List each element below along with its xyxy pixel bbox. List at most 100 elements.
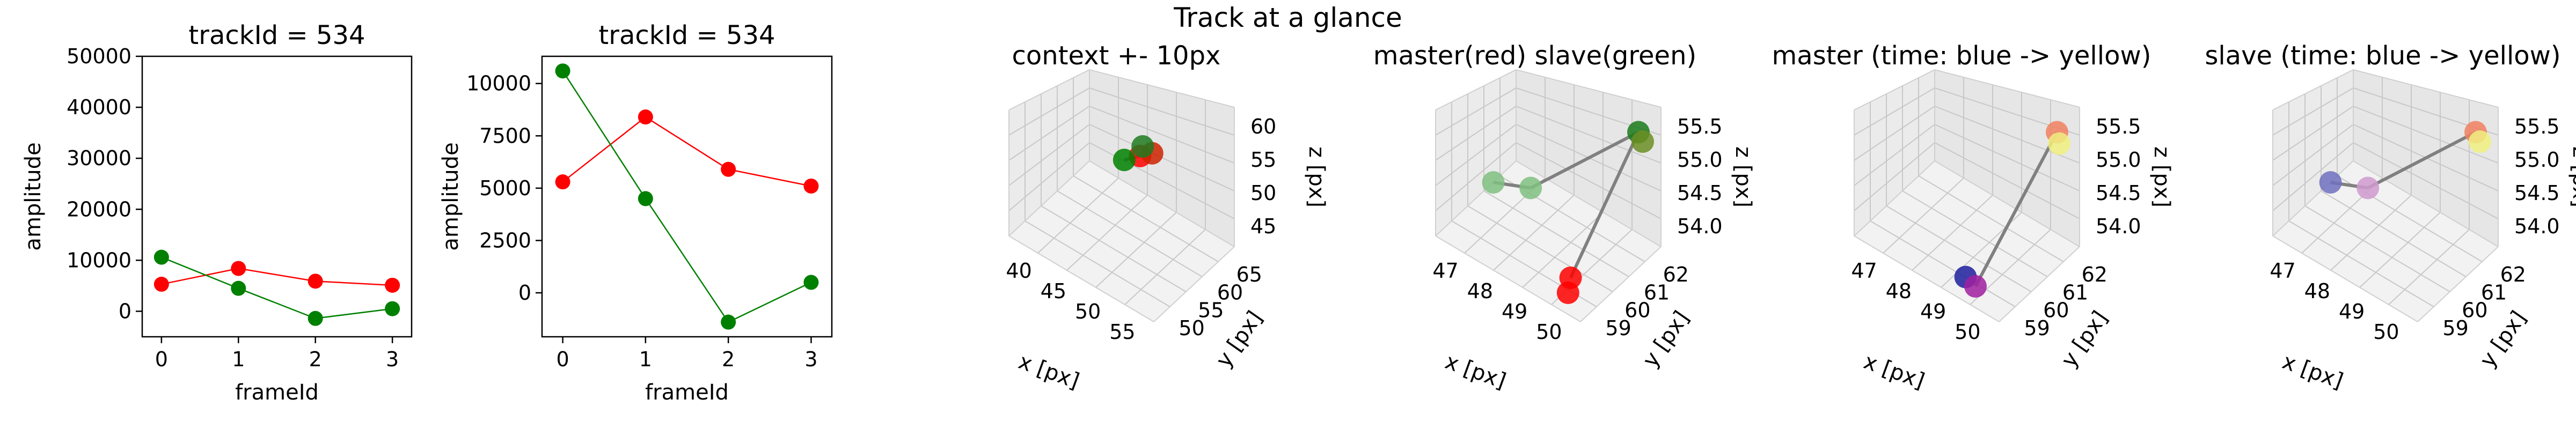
pane-edge [1854, 69, 1935, 110]
data-point [1482, 171, 1505, 194]
grid-line [1008, 124, 1090, 186]
chart-title: master(red) slave(green) [1373, 41, 1696, 71]
data-point [2319, 171, 2342, 194]
data-point [385, 277, 400, 293]
x-tick-label: 47 [1432, 259, 1458, 283]
grid-line [1516, 142, 1662, 219]
z-tick-label: 60 [1250, 115, 1276, 138]
x-tick-label: 2 [309, 347, 322, 371]
x-tick-label: 1 [232, 347, 245, 371]
line-chart-2: trackId = 534 frameId amplitude 0 1 2 3 0 2500 50… [438, 20, 833, 405]
pane-edge [1854, 160, 1935, 236]
data-point [803, 178, 819, 194]
z-tick-label: 54.5 [1677, 181, 1723, 205]
x-tick-label: 0 [155, 347, 168, 371]
grid-line [1435, 87, 1517, 136]
scatter3d-chart-4: slave (time: blue -> yellow) 47 48 49 50 x [p… [2205, 41, 2576, 394]
z-tick-label: 55.5 [2096, 115, 2141, 138]
grid-line [1467, 205, 1613, 292]
x-tick-label: 49 [1920, 300, 1946, 323]
grid-line [1124, 229, 1206, 305]
floor-pane [1009, 161, 1234, 322]
grid-line [2272, 87, 2354, 136]
pane-edge [2272, 160, 2354, 236]
grid-line [1854, 106, 1935, 161]
data-point [638, 191, 653, 206]
data-point [555, 63, 570, 79]
grid-line [1902, 190, 2048, 277]
z-tick-label: 54.0 [2096, 214, 2141, 238]
trajectory-line [2367, 130, 2477, 190]
grid-line [1934, 142, 2080, 219]
grid-line [1516, 106, 1662, 164]
y-tick-label: 59 [1605, 316, 1631, 340]
data-point [638, 109, 653, 125]
floor-pane [2273, 161, 2498, 322]
x-tick-label: 49 [1502, 300, 1527, 323]
grid-line [1037, 177, 1119, 254]
z-tick-label: 55.0 [2096, 148, 2141, 172]
y-axis-label: amplitude [438, 142, 463, 250]
chart-title: master (time: blue -> yellow) [1772, 41, 2151, 71]
pane-edge [1934, 160, 2080, 247]
y-tick-label: 50 [1179, 316, 1204, 340]
grid-line [1057, 190, 1203, 277]
grid-line [1435, 124, 1517, 186]
grid-line [1095, 212, 1177, 288]
grid-line [1066, 195, 1148, 271]
x-axis-label: x [px] [1015, 349, 1082, 394]
grid-line [2272, 142, 2354, 211]
data-point [385, 301, 400, 316]
data-point [721, 161, 736, 177]
grid-line [1854, 142, 1935, 211]
pane-edge [2353, 69, 2499, 108]
chart-title: trackId = 534 [188, 20, 365, 50]
grid-line [2353, 106, 2499, 164]
x-tick-label: 3 [804, 347, 817, 371]
z-axis-label: z [px] [1304, 146, 1329, 208]
pane-edge [2272, 235, 2418, 322]
data-point [231, 280, 246, 296]
grid-line [2272, 124, 2354, 186]
y-tick-label: 61 [1644, 280, 1670, 304]
y-tick-label: 10000 [67, 248, 131, 272]
grid-line [1483, 190, 1629, 277]
data-point [231, 261, 246, 276]
z-tick-label: 55 [1250, 148, 1276, 172]
data-point [1556, 281, 1579, 304]
grid-line [2330, 195, 2412, 271]
grid-line [1918, 175, 2064, 262]
series-line-2 [562, 70, 811, 323]
grid-line [2353, 142, 2499, 219]
pane-edge [1089, 69, 1235, 108]
grid-line [1008, 87, 1090, 136]
grid-line [2388, 229, 2470, 305]
pane-edge [1934, 69, 2080, 108]
grid-line [2359, 212, 2441, 288]
data-point [555, 174, 570, 190]
pane-edge [1854, 235, 2000, 322]
grid-line [1024, 220, 1170, 307]
data-point [1131, 135, 1154, 158]
grid-line [1886, 205, 2032, 292]
grid-line [1073, 175, 1219, 262]
grid-line [1522, 212, 1604, 288]
pane-edge [2417, 246, 2499, 322]
grid-line [1041, 205, 1187, 292]
y-tick-label: 65 [1236, 263, 1262, 286]
chart-title: trackId = 534 [598, 20, 775, 50]
pane-edge [2272, 69, 2354, 110]
data-point [2469, 130, 2491, 153]
grid-line [2321, 190, 2467, 277]
x-tick-label: 0 [556, 347, 569, 371]
z-tick-label: 55.0 [1677, 148, 1723, 172]
grid-line [1089, 106, 1235, 164]
grid-line [2272, 106, 2354, 161]
x-tick-label: 50 [1075, 300, 1101, 323]
y-tick-label: 2500 [479, 228, 531, 252]
y-tick-label: 60 [1217, 280, 1243, 304]
pane-edge [1153, 246, 1235, 322]
data-point [2357, 176, 2380, 199]
grid-line [1854, 124, 1935, 186]
grid-line [1435, 106, 1517, 161]
